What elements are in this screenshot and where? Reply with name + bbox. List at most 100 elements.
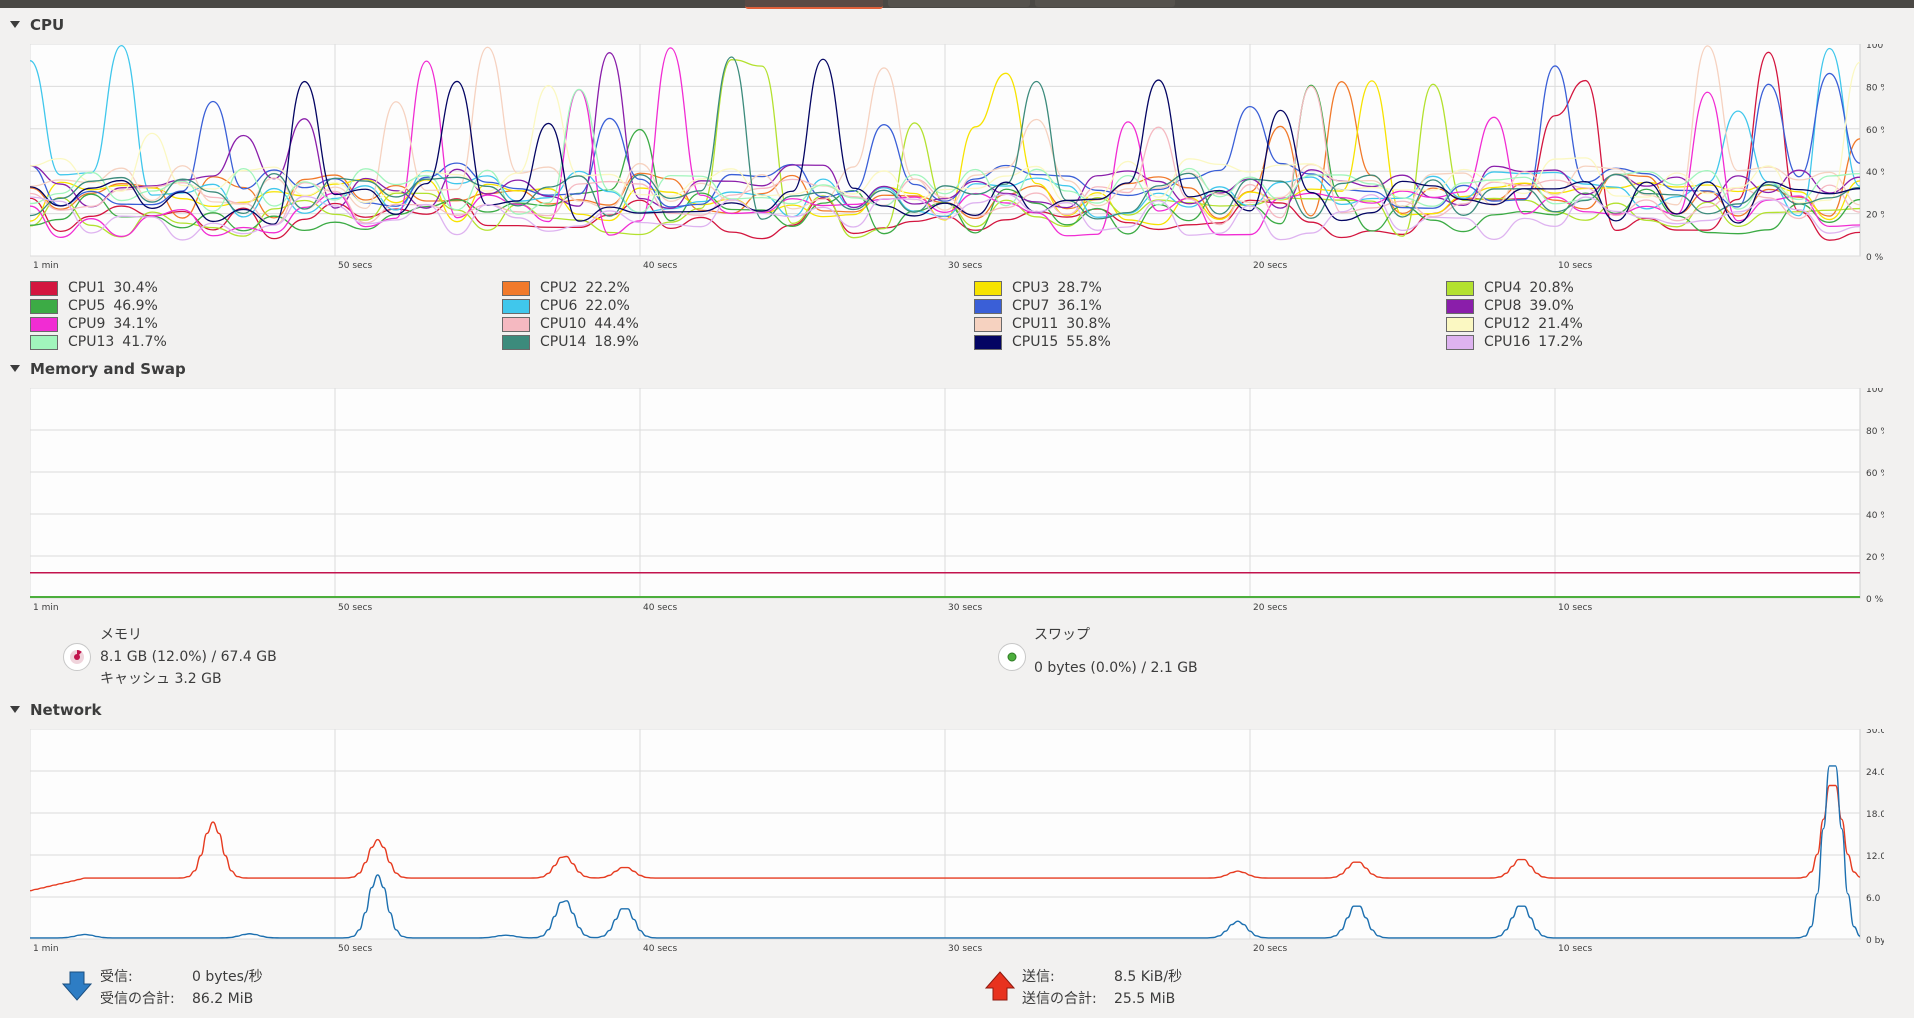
y-tick-label: 12.0 KiB/秒 — [1866, 850, 1884, 862]
y-tick-label: 0 % — [1866, 595, 1884, 605]
cpu-name: CPU12 — [1484, 316, 1531, 332]
color-swatch[interactable] — [502, 298, 530, 314]
cpu-section-header[interactable]: CPU — [10, 14, 64, 36]
cpu-legend-item[interactable]: CPU13 41.7% — [30, 333, 167, 351]
memory-section-title: Memory and Swap — [30, 360, 186, 378]
x-tick-label: 30 secs — [948, 261, 982, 271]
x-tick-label: 50 secs — [338, 261, 372, 271]
x-tick-label: 20 secs — [1253, 603, 1287, 613]
x-tick-label: 30 secs — [948, 603, 982, 613]
cpu-series-line — [30, 45, 1861, 211]
processes-tab[interactable] — [745, 0, 883, 9]
cpu-legend-item[interactable]: CPU10 44.4% — [502, 315, 639, 333]
graph-canvas: 100 % 80 % 60 % 40 % 20 % 0 % 1 min 50 secs 40 s… — [30, 388, 1884, 613]
y-tick-label: 60 % — [1866, 469, 1884, 479]
cpu-name: CPU14 — [540, 334, 587, 350]
cpu-name: CPU13 — [68, 334, 115, 350]
color-swatch[interactable] — [30, 334, 58, 350]
x-tick-label: 1 min — [33, 944, 59, 954]
cpu-legend-item[interactable]: CPU3 28.7% — [974, 279, 1102, 297]
y-tick-label: 100 % — [1866, 44, 1884, 51]
cpu-name: CPU16 — [1484, 334, 1531, 350]
sent-info: 送信: 8.5 KiB/秒 送信の合計: 25.5 MiB — [1022, 966, 1182, 1010]
color-swatch[interactable] — [974, 316, 1002, 332]
cpu-legend-item[interactable]: CPU12 21.4% — [1446, 315, 1583, 333]
cpu-legend-item[interactable]: CPU8 39.0% — [1446, 297, 1574, 315]
cpu-legend-item[interactable]: CPU1 30.4% — [30, 279, 158, 297]
cpu-legend-item[interactable]: CPU9 34.1% — [30, 315, 158, 333]
swap-pie-icon[interactable] — [998, 643, 1026, 671]
swap-info: スワップ 0 bytes (0.0%) / 2.1 GB — [1034, 624, 1198, 679]
cpu-legend-item[interactable]: CPU2 22.2% — [502, 279, 630, 297]
window-top-bar — [0, 0, 1914, 9]
cpu-legend-item[interactable]: CPU5 46.9% — [30, 297, 158, 315]
swap-label: スワップ — [1034, 627, 1090, 643]
color-swatch[interactable] — [502, 334, 530, 350]
color-swatch[interactable] — [1446, 298, 1474, 314]
total-received-value: 86.2 MiB — [192, 991, 254, 1007]
cpu-section-title: CPU — [30, 16, 65, 34]
resources-tab[interactable] — [888, 0, 1030, 7]
color-swatch[interactable] — [1446, 334, 1474, 350]
total-sent-value: 25.5 MiB — [1114, 991, 1176, 1007]
cpu-legend-item[interactable]: CPU4 20.8% — [1446, 279, 1574, 297]
color-swatch[interactable] — [1446, 316, 1474, 332]
cpu-name: CPU3 — [1012, 280, 1050, 296]
y-tick-label: 100 % — [1866, 388, 1884, 395]
cpu-legend-item[interactable]: CPU14 18.9% — [502, 333, 639, 351]
cpu-series-line — [30, 81, 1861, 220]
receiving-label: 受信: — [100, 969, 133, 985]
y-tick-label: 0 bytes/秒 — [1866, 934, 1884, 946]
cpu-name: CPU10 — [540, 316, 587, 332]
cpu-history-graph: 100 % 80 % 60 % 40 % 20 % 0 % 1 min 50 secs 40 s… — [30, 44, 1884, 274]
color-swatch[interactable] — [30, 316, 58, 332]
x-tick-label: 10 secs — [1558, 603, 1592, 613]
cpu-usage-value: 28.7% — [1057, 280, 1102, 296]
expander-arrow-icon — [10, 365, 20, 372]
cpu-legend-item[interactable]: CPU15 55.8% — [974, 333, 1111, 351]
color-swatch[interactable] — [30, 280, 58, 296]
y-tick-label: 24.0 KiB/秒 — [1866, 766, 1884, 778]
cpu-usage-value: 21.4% — [1538, 316, 1583, 332]
cpu-series-line — [30, 59, 1861, 239]
received-series-line — [30, 765, 1861, 939]
cpu-series-line — [30, 61, 1861, 204]
cpu-name: CPU7 — [1012, 298, 1050, 314]
memory-section-header[interactable]: Memory and Swap — [10, 358, 186, 380]
x-tick-label: 50 secs — [338, 603, 372, 613]
cpu-usage-value: 30.8% — [1066, 316, 1111, 332]
network-section-header[interactable]: Network — [10, 699, 101, 721]
x-tick-label: 20 secs — [1253, 261, 1287, 271]
color-swatch[interactable] — [502, 316, 530, 332]
file-systems-tab[interactable] — [1035, 0, 1175, 7]
cpu-legend-item[interactable]: CPU7 36.1% — [974, 297, 1102, 315]
color-swatch[interactable] — [974, 298, 1002, 314]
memory-pie-icon[interactable] — [63, 643, 91, 671]
color-swatch[interactable] — [30, 298, 58, 314]
x-tick-label: 30 secs — [948, 944, 982, 954]
cpu-legend-item[interactable]: CPU6 22.0% — [502, 297, 630, 315]
sending-label: 送信: — [1022, 969, 1055, 985]
color-swatch[interactable] — [1446, 280, 1474, 296]
cpu-name: CPU15 — [1012, 334, 1059, 350]
y-tick-label: 20 % — [1866, 553, 1884, 563]
cpu-legend-item[interactable]: CPU11 30.8% — [974, 315, 1111, 333]
y-tick-label: 40 % — [1866, 511, 1884, 521]
upload-arrow-icon[interactable] — [985, 970, 1015, 1002]
cpu-series-line — [30, 88, 1861, 215]
memory-history-graph: 100 % 80 % 60 % 40 % 20 % 0 % 1 min 50 secs 40 s… — [30, 388, 1884, 616]
color-swatch[interactable] — [502, 280, 530, 296]
y-tick-label: 18.0 KiB/秒 — [1866, 808, 1884, 820]
cpu-usage-value: 36.1% — [1057, 298, 1102, 314]
cpu-usage-value: 44.4% — [594, 316, 639, 332]
cpu-usage-value: 39.0% — [1529, 298, 1574, 314]
y-tick-label: 60 % — [1866, 126, 1884, 136]
y-tick-label: 80 % — [1866, 83, 1884, 93]
color-swatch[interactable] — [974, 280, 1002, 296]
color-swatch[interactable] — [974, 334, 1002, 350]
download-arrow-icon[interactable] — [62, 970, 92, 1002]
total-sent-label: 送信の合計: — [1022, 991, 1097, 1007]
cpu-legend-item[interactable]: CPU16 17.2% — [1446, 333, 1583, 351]
cpu-series-line — [30, 44, 1861, 218]
cpu-name: CPU1 — [68, 280, 106, 296]
